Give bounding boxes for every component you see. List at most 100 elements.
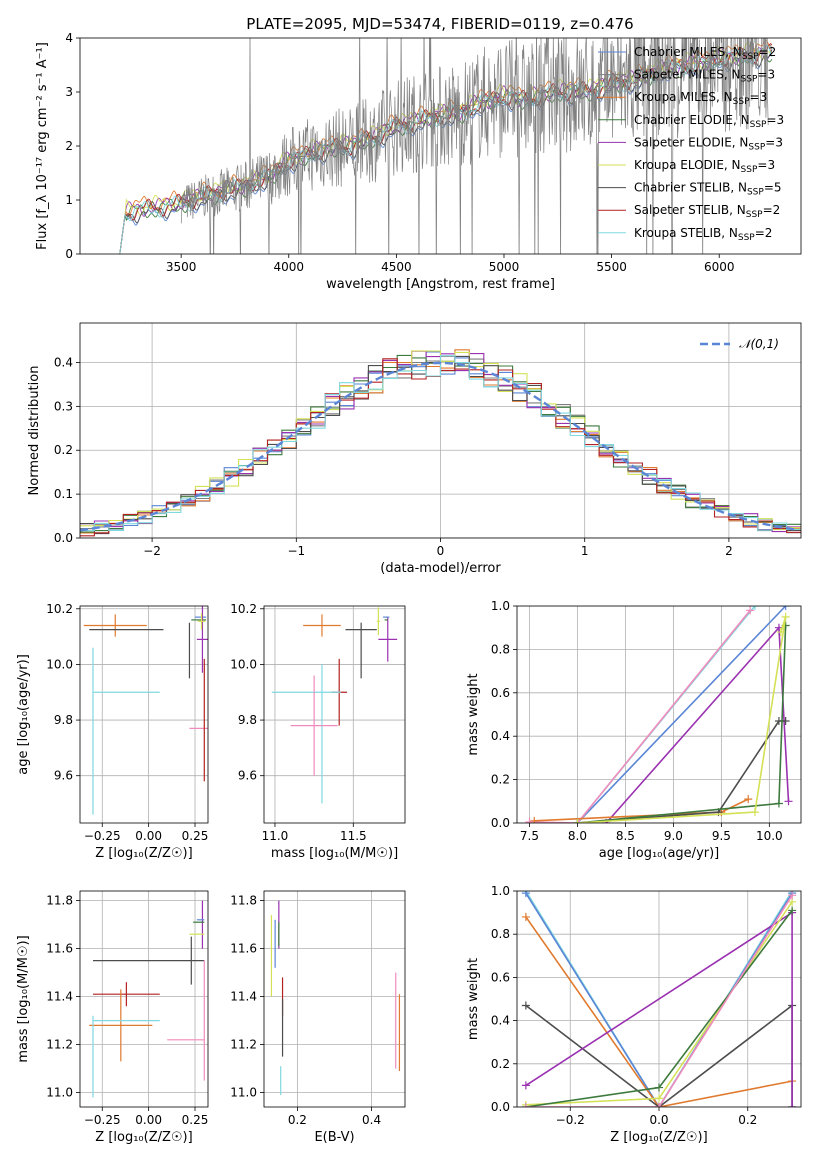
x-tick-label: 0.00 xyxy=(135,1113,162,1127)
axes-frame xyxy=(79,37,802,255)
x-tick-label: −0.2 xyxy=(556,1113,585,1127)
panel-age-vs-mass: 11.0 11.5 9.6 9.8 10.0 10.2 mass [log₁₀(M/M☉)] xyxy=(230,602,406,861)
x-tick-label: 4000 xyxy=(273,260,304,274)
weight-marker xyxy=(788,891,797,900)
x-tick-label: −0.25 xyxy=(84,1113,121,1127)
y-tick-label: 0.0 xyxy=(54,531,73,545)
figure-title: PLATE=2095, MJD=53474, FIBERID=0119, z=0… xyxy=(246,15,633,33)
y-tick-label: 9.8 xyxy=(238,713,257,727)
legend-entry: Salpeter ELODIE, NSSP=3 xyxy=(634,135,783,152)
y-tick-label: 0.3 xyxy=(54,399,73,413)
weight-marker xyxy=(776,628,785,637)
y-tick-label: 9.8 xyxy=(54,713,73,727)
plot-area-mass-vs-Z xyxy=(80,891,208,1107)
x-tick-label: 11.0 xyxy=(262,829,289,843)
y-axis-label: Flux [f_λ 10⁻¹⁷ erg cm⁻² s⁻¹ A⁻¹] xyxy=(35,42,50,250)
y-tick-label: 11.8 xyxy=(46,894,73,908)
y-tick-label: 11.0 xyxy=(230,1086,257,1100)
weight-line-kroupa-elodie xyxy=(577,616,787,823)
weight-marker xyxy=(784,797,793,806)
y-tick-label: 10.2 xyxy=(230,602,257,616)
weight-marker xyxy=(781,612,790,621)
x-tick-label: 0.2 xyxy=(738,1113,757,1127)
y-tick-label: 11.4 xyxy=(230,990,257,1004)
y-tick-label: 0.8 xyxy=(491,642,510,656)
weight-marker xyxy=(521,1081,530,1090)
y-tick-label: 0.6 xyxy=(491,970,510,984)
y-tick-label: 11.4 xyxy=(46,990,73,1004)
y-tick-label: 9.6 xyxy=(238,769,257,783)
y-tick-label: 4 xyxy=(65,31,73,45)
x-tick-label: 3500 xyxy=(166,260,197,274)
x-axis-label: (data-model)/error xyxy=(380,561,501,576)
x-tick-label: 0.00 xyxy=(135,829,162,843)
x-tick-label: 9.5 xyxy=(712,829,731,843)
x-axis-label: Z [log₁₀(Z/Z☉)] xyxy=(95,1130,192,1145)
weight-marker xyxy=(525,817,534,823)
legend-entry: Kroupa STELIB, NSSP=2 xyxy=(634,226,772,243)
x-tick-label: 2 xyxy=(725,544,733,558)
weight-line-pink-model xyxy=(525,894,793,1107)
weight-marker xyxy=(750,606,759,610)
axes-frame xyxy=(516,890,802,1108)
x-tick-label: 5000 xyxy=(489,260,520,274)
panel-massweight-vs-Z: −0.2 0.0 0.2 0.0 0.2 0.4 0.6 0.8 1.0 Z [log₁₀(Z/Z… xyxy=(466,884,802,1145)
x-axis-label: E(B-V) xyxy=(314,1130,354,1145)
weight-marker xyxy=(655,1094,663,1103)
axes-frame xyxy=(79,890,209,1108)
legend: Chabrier MILES, NSSP=2 Salpeter MILES, NS… xyxy=(598,45,784,243)
plot-area-age-vs-Z xyxy=(80,606,208,823)
y-tick-label: 3 xyxy=(65,85,73,99)
y-tick-label: 1 xyxy=(65,193,73,207)
legend-entry: Salpeter MILES, NSSP=3 xyxy=(634,68,775,85)
y-tick-label: 11.6 xyxy=(46,942,73,956)
weight-marker xyxy=(788,906,797,915)
x-axis-label: age [log₁₀(age/yr)] xyxy=(599,846,720,861)
legend-entry: 𝒩(0,1) xyxy=(739,337,779,351)
y-axis-label: age [log₁₀(age/yr)] xyxy=(16,654,31,775)
axes-frame xyxy=(516,605,802,824)
y-tick-label: 0 xyxy=(65,247,73,261)
weight-line-pink-model xyxy=(529,609,751,823)
axes-frame xyxy=(263,605,406,824)
weight-marker xyxy=(781,717,790,726)
x-tick-label: 0.25 xyxy=(182,1113,209,1127)
panel-mass-vs-EBV: 0.2 0.4 11.0 11.2 11.4 11.6 11.8 E(B-V) xyxy=(230,890,406,1145)
weight-marker xyxy=(573,819,582,823)
weight-marker xyxy=(521,891,530,898)
x-tick-label: 8.0 xyxy=(568,829,587,843)
y-tick-label: 0.1 xyxy=(54,487,73,501)
axes-frame xyxy=(79,605,209,824)
x-tick-label: 4500 xyxy=(381,260,412,274)
y-tick-label: 0.0 xyxy=(491,816,510,830)
x-axis-label: mass [log₁₀(M/M☉)] xyxy=(271,846,398,861)
data-spectrum-line xyxy=(180,38,769,254)
plot-area-massweight-vs-age xyxy=(517,606,801,823)
plot-area-massweight-vs-Z xyxy=(517,891,801,1107)
plot-area-age-vs-mass xyxy=(264,606,405,823)
x-tick-label: 8.5 xyxy=(616,829,635,843)
x-tick-label: 0.0 xyxy=(649,1113,668,1127)
weight-marker xyxy=(521,1103,530,1107)
weight-marker xyxy=(521,912,530,921)
y-tick-label: 11.8 xyxy=(230,894,257,908)
y-tick-label: 2 xyxy=(65,139,73,153)
x-tick-label: 11.5 xyxy=(340,829,367,843)
weight-marker xyxy=(750,808,759,817)
legend-entry: Chabrier MILES, NSSP=2 xyxy=(634,45,776,62)
x-tick-label: 7.5 xyxy=(520,829,539,843)
x-axis-label: Z [log₁₀(Z/Z☉)] xyxy=(610,1130,707,1145)
y-axis-label: mass weight xyxy=(466,958,481,1040)
x-tick-label: 5500 xyxy=(596,260,627,274)
histogram-step-kroupa-stelib xyxy=(80,355,801,532)
x-tick-label: 6000 xyxy=(704,260,735,274)
x-tick-label: −1 xyxy=(287,544,305,558)
y-tick-label: 0.8 xyxy=(491,927,510,941)
weight-marker xyxy=(774,799,783,808)
y-axis-label: mass [log₁₀(M/M☉)] xyxy=(16,935,31,1062)
y-tick-label: 0.4 xyxy=(491,1014,510,1028)
legend-entry: Chabrier ELODIE, NSSP=3 xyxy=(634,113,784,130)
y-tick-label: 0.4 xyxy=(491,729,510,743)
